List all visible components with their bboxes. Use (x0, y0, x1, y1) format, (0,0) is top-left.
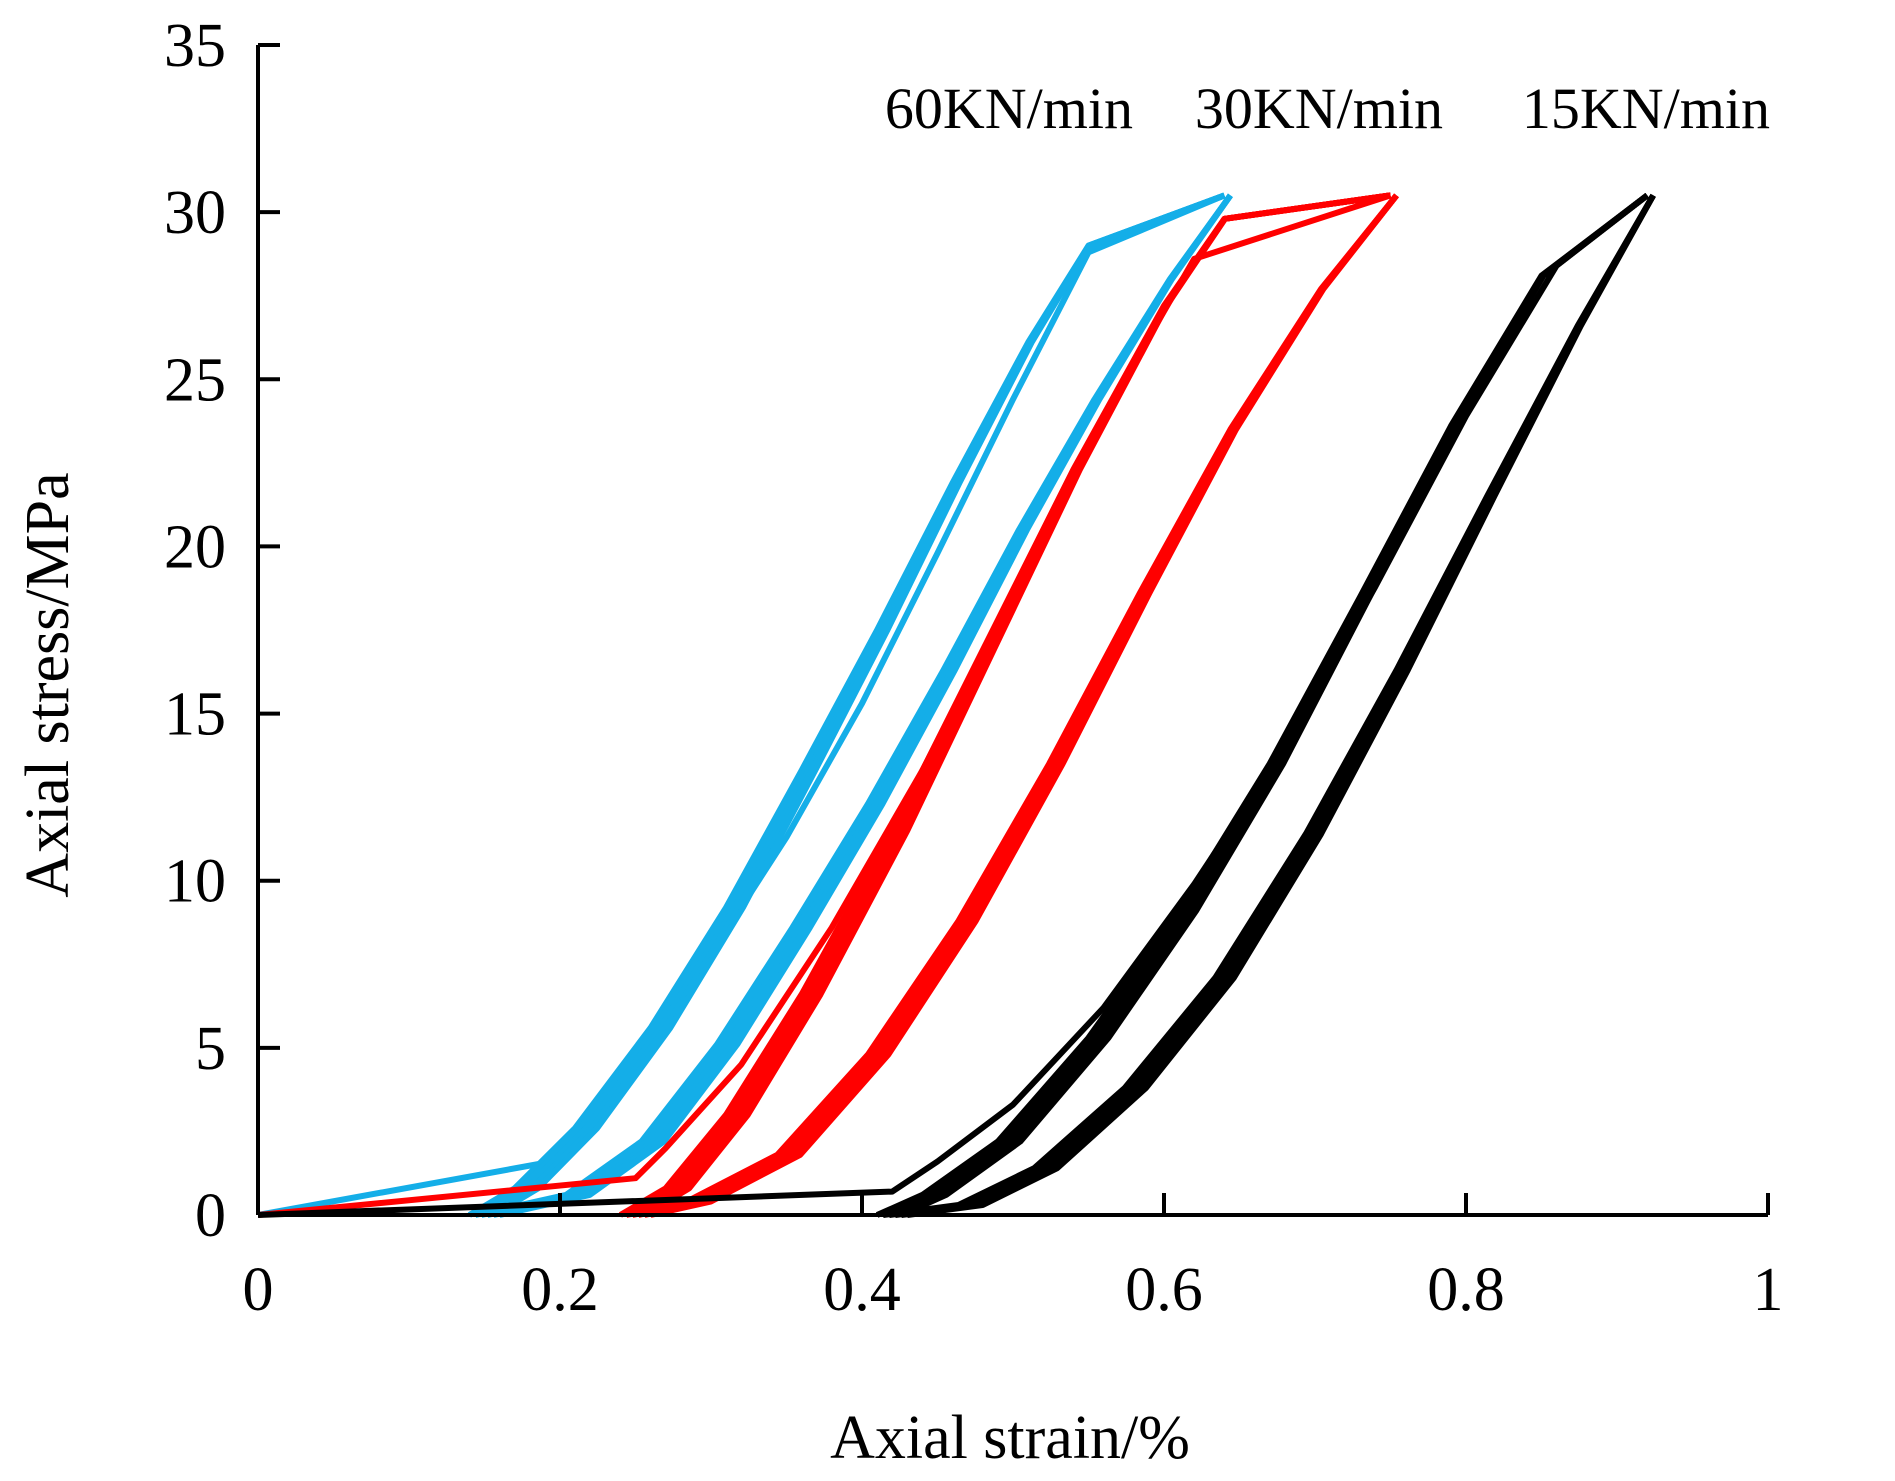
ticks-layer: 0 5 10 15 20 25 30 35 0 0.2 0.4 0.6 0.8 1 (164, 12, 1784, 1324)
series-cycle-unloading-line (882, 193, 1656, 1218)
y-axis-title: Axial stress/MPa (14, 472, 82, 897)
legend-label: 15KN/min (1522, 76, 1770, 141)
series-cycle-unloading-line (900, 193, 1656, 1218)
series-cycle-loading-line (636, 192, 1391, 1218)
series-cycle-loading-line (643, 192, 1391, 1218)
series-cycle-loading-line (875, 193, 1650, 1218)
y-tick-label: 15 (164, 681, 226, 749)
series-0 (257, 192, 1233, 1218)
y-tick-label: 30 (164, 179, 226, 247)
series-cycle-unloading-line (649, 193, 1399, 1218)
x-axis-title: Axial strain/% (830, 1404, 1190, 1472)
x-tick-label: 0.6 (1125, 1256, 1203, 1324)
series-cycle-loading-line (618, 192, 1391, 1218)
y-tick-label: 5 (195, 1015, 226, 1083)
series-cycle-loading-line (485, 192, 1226, 1218)
x-tick-label: 0.4 (823, 1256, 901, 1324)
series-cycle-loading-line (887, 193, 1650, 1218)
axes-layer (256, 45, 1768, 1217)
series-initial-loading-line (257, 192, 1392, 1218)
series-cycle-unloading-line (906, 193, 1656, 1218)
series-cycle-loading-line (893, 193, 1650, 1218)
series-cycle-loading-line (881, 193, 1650, 1218)
series-1 (257, 192, 1399, 1218)
series-cycle-loading-line (492, 192, 1226, 1218)
series-cycle-loading-line (900, 193, 1650, 1218)
legend-label: 60KN/min (885, 76, 1133, 141)
series-layer (257, 192, 1656, 1218)
series-cycle-unloading-line (480, 193, 1233, 1218)
y-tick-label: 20 (164, 513, 226, 581)
y-tick-label: 35 (164, 12, 226, 80)
x-tick-label: 0.8 (1427, 1256, 1505, 1324)
y-tick-label: 10 (164, 848, 226, 916)
series-cycle-loading-line (479, 192, 1226, 1218)
series-cycle-unloading-line (894, 193, 1656, 1218)
y-tick-label: 25 (164, 346, 226, 414)
series-cycle-unloading-line (498, 193, 1233, 1218)
x-tick-label: 0.2 (521, 1256, 599, 1324)
series-cycle-unloading-line (888, 193, 1656, 1218)
x-tick-label: 1 (1753, 1256, 1784, 1324)
y-tick-label: 0 (195, 1182, 226, 1250)
series-2 (257, 193, 1656, 1218)
x-tick-label: 0 (243, 1256, 274, 1324)
series-cycle-unloading-line (474, 193, 1233, 1218)
legend-layer: 60KN/min 30KN/min 15KN/min (885, 76, 1770, 141)
legend-label: 30KN/min (1195, 76, 1443, 141)
